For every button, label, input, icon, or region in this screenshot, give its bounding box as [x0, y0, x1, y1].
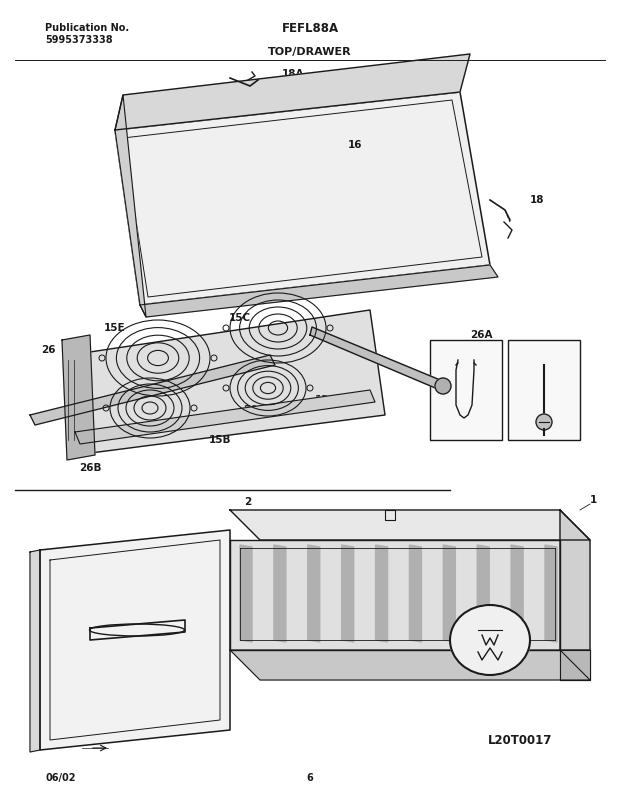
Circle shape	[536, 414, 552, 430]
Polygon shape	[70, 310, 385, 455]
Text: 18A: 18A	[282, 69, 304, 79]
Polygon shape	[308, 545, 320, 642]
Text: 18: 18	[530, 195, 544, 205]
Text: Publication No.: Publication No.	[45, 23, 129, 33]
Polygon shape	[560, 650, 590, 680]
Text: 06/02: 06/02	[45, 773, 76, 783]
Polygon shape	[342, 545, 353, 642]
Polygon shape	[274, 545, 286, 642]
Text: 15A: 15A	[315, 395, 337, 405]
Polygon shape	[230, 650, 590, 680]
Polygon shape	[115, 92, 490, 305]
Polygon shape	[140, 265, 498, 317]
Polygon shape	[62, 335, 95, 460]
Text: 7: 7	[486, 663, 494, 673]
Polygon shape	[376, 545, 388, 642]
Polygon shape	[75, 390, 375, 444]
Polygon shape	[545, 545, 557, 642]
Text: 26B: 26B	[79, 463, 101, 473]
Ellipse shape	[450, 605, 530, 675]
Polygon shape	[115, 54, 470, 130]
Polygon shape	[40, 530, 230, 750]
Polygon shape	[30, 355, 275, 425]
Text: TOP/DRAWER: TOP/DRAWER	[268, 47, 352, 57]
Polygon shape	[230, 540, 560, 650]
Text: 15E: 15E	[104, 323, 126, 333]
Polygon shape	[409, 545, 422, 642]
Polygon shape	[511, 545, 523, 642]
Text: 26: 26	[243, 405, 257, 415]
Text: 5995373338: 5995373338	[45, 35, 113, 45]
Text: 16: 16	[348, 140, 362, 150]
Text: 52: 52	[459, 347, 473, 357]
Polygon shape	[310, 327, 445, 390]
Text: 15B: 15B	[209, 435, 231, 445]
Text: 4: 4	[86, 735, 94, 745]
Bar	[508, 340, 580, 440]
Bar	[430, 340, 502, 440]
Text: 88: 88	[537, 347, 551, 357]
Text: FEFL88A: FEFL88A	[281, 21, 339, 34]
Polygon shape	[240, 545, 252, 642]
Text: 1: 1	[590, 495, 597, 505]
Polygon shape	[30, 550, 40, 752]
Polygon shape	[115, 95, 146, 317]
Circle shape	[435, 378, 451, 394]
Polygon shape	[477, 545, 489, 642]
Polygon shape	[560, 510, 590, 650]
Text: 26A: 26A	[470, 330, 492, 340]
Text: 26: 26	[41, 345, 55, 355]
Polygon shape	[230, 510, 590, 540]
Text: L20T0017: L20T0017	[488, 734, 552, 746]
Text: 15C: 15C	[229, 313, 251, 323]
Polygon shape	[443, 545, 455, 642]
Text: 2: 2	[244, 497, 252, 507]
Text: 6: 6	[307, 773, 313, 783]
